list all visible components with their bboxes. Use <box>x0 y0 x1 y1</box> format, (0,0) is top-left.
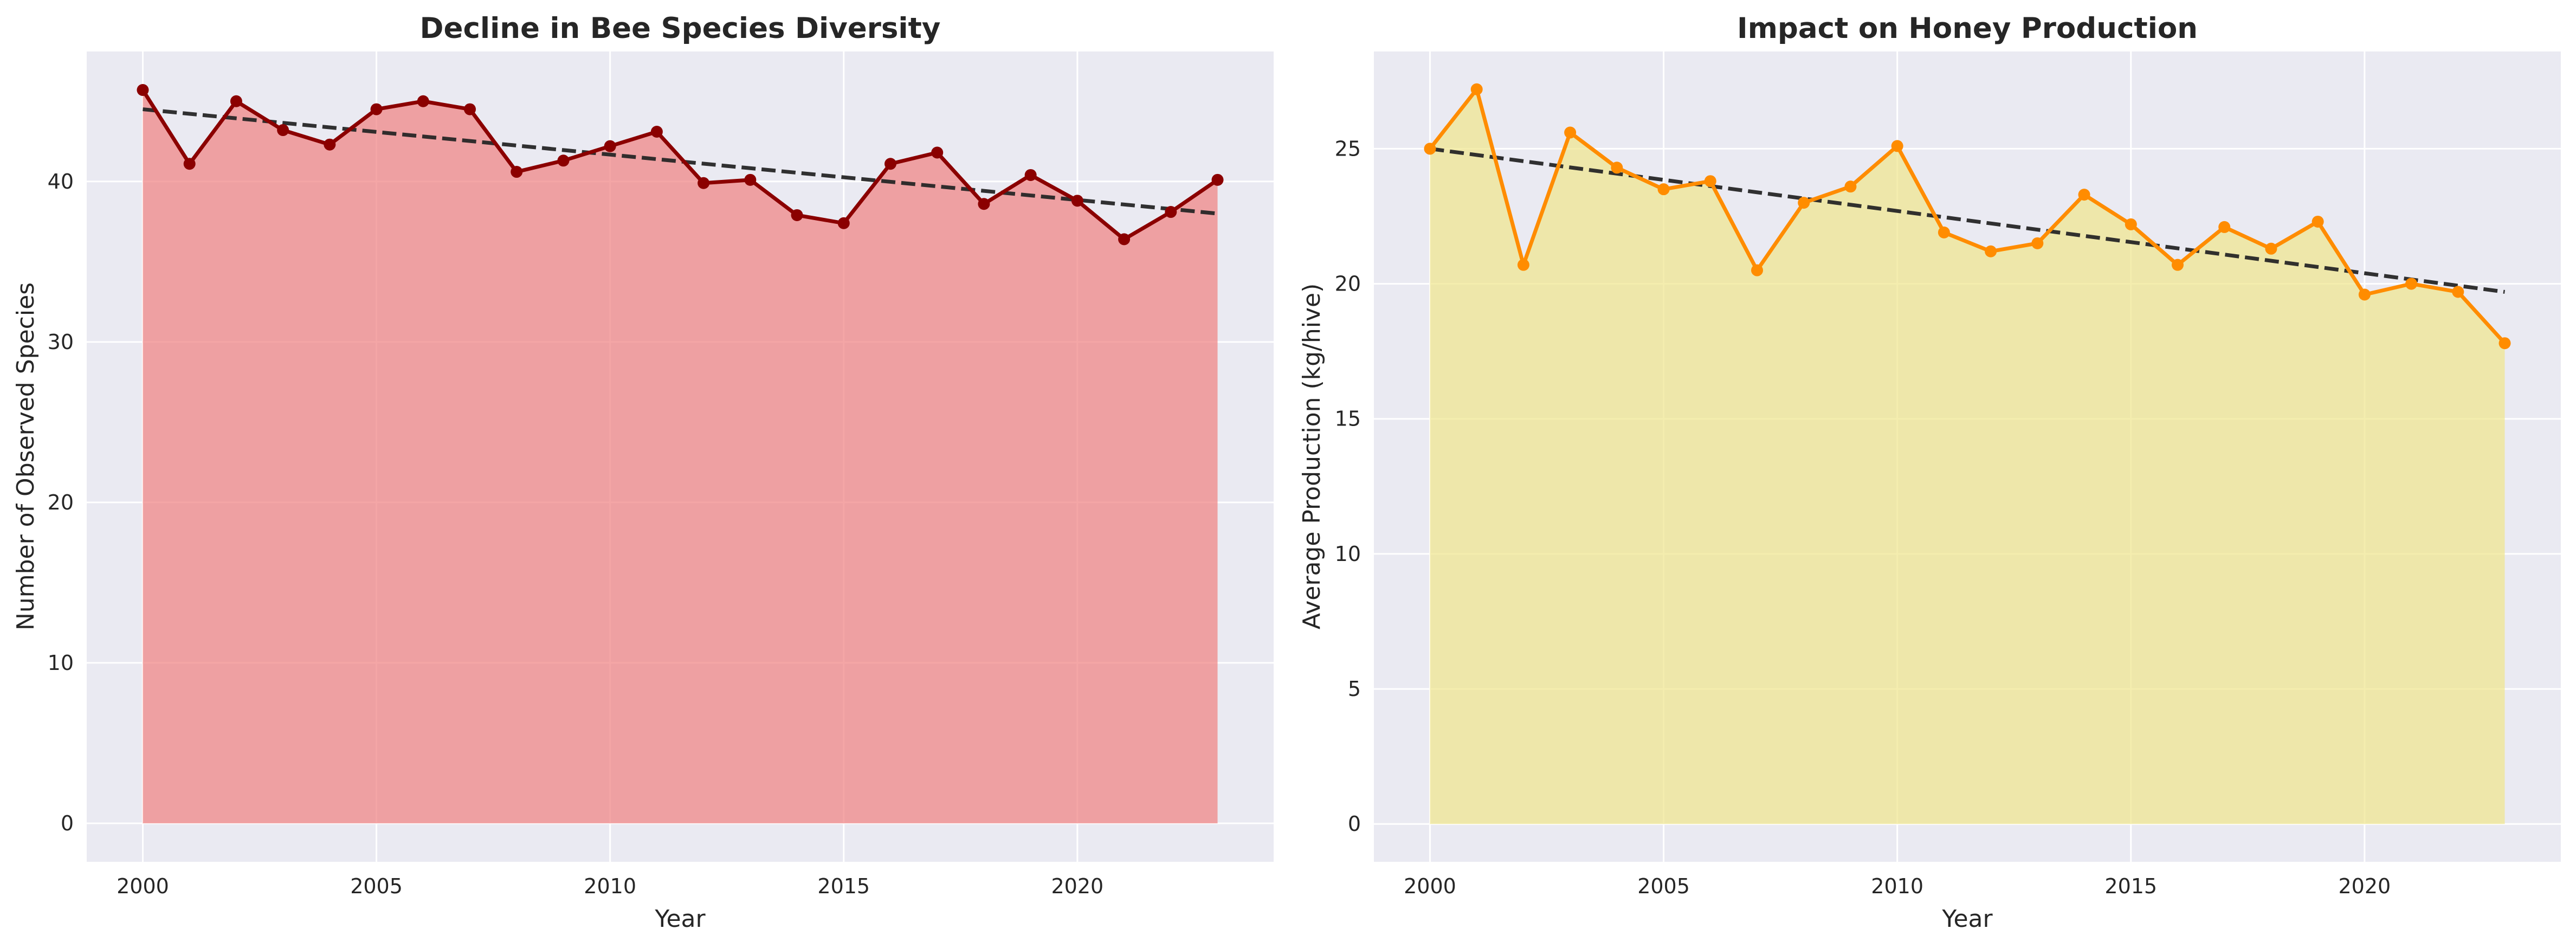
x-axis-label: Year <box>654 905 706 933</box>
x-tick-label: 2000 <box>117 874 169 898</box>
x-tick-labels: 2000 2005 2010 2015 2020 <box>1404 874 2391 898</box>
honey-production-chart: 2000 2005 2010 2015 2020 0 5 10 15 20 25 Impact o… <box>1298 12 2561 933</box>
data-point <box>2218 221 2231 233</box>
trend-line <box>1430 146 2505 294</box>
y-tick-label: 40 <box>48 170 74 194</box>
data-point <box>2125 218 2137 230</box>
x-tick-labels: 2000 2005 2010 2015 2020 <box>117 874 1103 898</box>
data-point <box>2405 278 2418 290</box>
data-point <box>2031 237 2044 249</box>
chart-title: Impact on Honey Production <box>1737 12 2198 45</box>
data-point <box>230 95 242 107</box>
data-point <box>277 124 289 137</box>
y-tick-label: 0 <box>1348 812 1361 836</box>
data-point <box>557 154 570 167</box>
data-point <box>2265 242 2277 255</box>
data-point <box>791 209 803 221</box>
data-point <box>2452 286 2464 298</box>
area-layer <box>1430 89 2505 824</box>
data-point <box>744 173 757 186</box>
data-point <box>137 84 149 96</box>
x-tick-label: 2015 <box>817 874 870 898</box>
data-point <box>1611 162 1623 174</box>
series-line <box>140 88 1220 241</box>
trend-layer <box>1430 146 2505 294</box>
data-point <box>650 126 663 138</box>
data-point <box>2358 288 2371 301</box>
data-point <box>1118 233 1131 246</box>
x-tick-label: 2005 <box>1637 874 1690 898</box>
data-point <box>884 158 896 170</box>
x-tick-label: 2020 <box>2339 874 2391 898</box>
x-tick-label: 2010 <box>1871 874 1923 898</box>
data-point <box>183 158 196 170</box>
y-tick-label: 5 <box>1348 677 1361 701</box>
data-point <box>1470 83 1483 95</box>
data-point <box>1891 140 1903 152</box>
data-point <box>1211 173 1224 186</box>
series-line <box>1428 87 2507 345</box>
y-tick-label: 10 <box>1335 542 1361 566</box>
data-point <box>1424 143 1436 155</box>
data-point <box>698 177 710 189</box>
data-point <box>2078 189 2090 201</box>
x-tick-label: 2000 <box>1404 874 1456 898</box>
y-tick-label: 30 <box>48 330 74 354</box>
x-tick-label: 2020 <box>1051 874 1104 898</box>
data-point <box>1517 259 1529 271</box>
area-fill <box>143 90 1218 823</box>
data-point <box>464 103 476 115</box>
x-tick-label: 2010 <box>584 874 636 898</box>
data-point <box>2312 215 2324 228</box>
y-tick-labels: 0 10 20 30 40 <box>48 170 74 835</box>
y-tick-label: 20 <box>1335 272 1361 296</box>
species-diversity-chart: 2000 2005 2010 2015 2020 0 10 20 30 40 Decline i… <box>12 12 1274 933</box>
y-tick-label: 15 <box>1335 407 1361 431</box>
chart-title: Decline in Bee Species Diversity <box>420 12 941 45</box>
data-point <box>1657 183 1670 196</box>
y-tick-label: 20 <box>48 491 74 514</box>
data-point <box>324 138 336 151</box>
y-tick-labels: 0 5 10 15 20 25 <box>1335 137 1361 836</box>
data-point <box>1938 226 1950 238</box>
data-point <box>931 146 944 159</box>
area-layer <box>143 90 1218 823</box>
y-tick-label: 0 <box>61 811 74 835</box>
data-point <box>2498 337 2511 350</box>
y-tick-label: 10 <box>48 651 74 675</box>
data-point <box>604 140 616 152</box>
line-layer <box>1428 87 2507 345</box>
line-layer <box>140 88 1220 241</box>
data-point <box>1798 197 1810 209</box>
data-point <box>511 166 523 178</box>
y-axis-label: Number of Observed Species <box>12 282 40 630</box>
y-tick-label: 25 <box>1335 137 1361 160</box>
data-point <box>1564 126 1577 139</box>
y-axis-label: Average Production (kg/hive) <box>1298 283 1326 630</box>
x-tick-label: 2015 <box>2104 874 2157 898</box>
x-tick-label: 2005 <box>350 874 403 898</box>
marker-layer <box>1424 83 2511 350</box>
x-axis-label: Year <box>1941 905 1993 933</box>
marker-layer <box>137 84 1224 246</box>
data-point <box>978 198 990 210</box>
area-fill <box>1430 89 2505 824</box>
data-point <box>1844 180 1857 193</box>
data-point <box>1985 245 1997 257</box>
data-point <box>417 95 429 107</box>
data-point <box>1165 206 1177 218</box>
data-point <box>837 217 850 229</box>
data-point <box>1071 195 1083 207</box>
data-point <box>370 103 383 115</box>
data-point <box>1704 175 1716 188</box>
data-point <box>2171 259 2184 271</box>
data-point <box>1024 169 1037 181</box>
data-point <box>1751 264 1764 276</box>
